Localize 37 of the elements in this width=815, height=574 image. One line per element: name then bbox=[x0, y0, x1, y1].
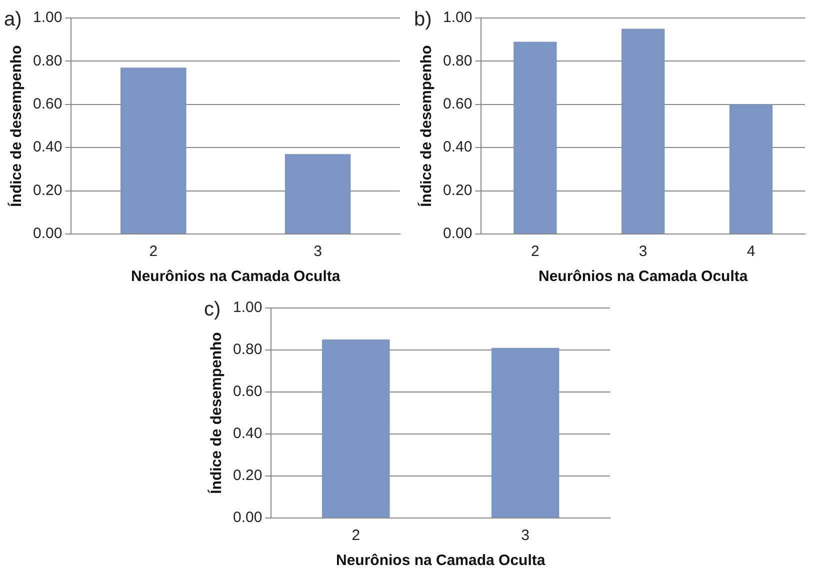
chart-title: b) bbox=[414, 8, 432, 31]
y-tick-label: 0.00 bbox=[442, 225, 472, 242]
x-tick-label: 4 bbox=[746, 243, 756, 260]
x-tick-label: 3 bbox=[638, 243, 648, 260]
y-tick-label: 0.00 bbox=[232, 509, 262, 526]
chart-title: a) bbox=[4, 8, 22, 31]
bar bbox=[729, 104, 773, 234]
y-tick-label: 0.20 bbox=[442, 182, 472, 199]
y-tick-label: 0.80 bbox=[232, 341, 262, 358]
x-axis-title: Neurônios na Camada Oculta bbox=[538, 268, 748, 286]
y-tick-label: 0.20 bbox=[32, 182, 62, 199]
x-axis-title: Neurônios na Camada Oculta bbox=[130, 268, 341, 286]
y-tick-label: 1.00 bbox=[442, 9, 472, 26]
y-tick-label: 0.60 bbox=[32, 96, 62, 113]
y-tick-label: 0.40 bbox=[32, 138, 62, 156]
y-tick-label: 0.80 bbox=[442, 52, 472, 70]
x-tick-label: 3 bbox=[521, 527, 530, 544]
y-tick-label: 0.80 bbox=[32, 52, 62, 70]
y-tick-label: 0.60 bbox=[232, 383, 262, 400]
x-tick-label: 2 bbox=[149, 243, 158, 260]
y-tick-label: 0.40 bbox=[442, 138, 472, 156]
y-axis-title: Índice de desempenho bbox=[207, 332, 226, 494]
y-tick-label: 1.00 bbox=[32, 9, 62, 26]
y-tick-label: 0.20 bbox=[232, 467, 262, 484]
y-axis-title: Índice de desempenho bbox=[417, 45, 436, 207]
y-tick-label: 0.00 bbox=[32, 225, 62, 242]
y-tick-label: 0.60 bbox=[442, 96, 472, 113]
x-tick-label: 2 bbox=[530, 243, 540, 260]
bar bbox=[514, 42, 557, 234]
bar bbox=[622, 28, 665, 234]
x-tick-label: 2 bbox=[352, 527, 360, 544]
y-tick-label: 1.00 bbox=[232, 299, 262, 316]
chart-title: c) bbox=[204, 298, 221, 321]
x-tick-label: 3 bbox=[314, 243, 322, 260]
y-tick-label: 0.40 bbox=[232, 425, 262, 442]
y-axis-title: Índice de desempenho bbox=[7, 45, 26, 207]
x-axis-title: Neurônios na Camada Oculta bbox=[336, 552, 546, 570]
